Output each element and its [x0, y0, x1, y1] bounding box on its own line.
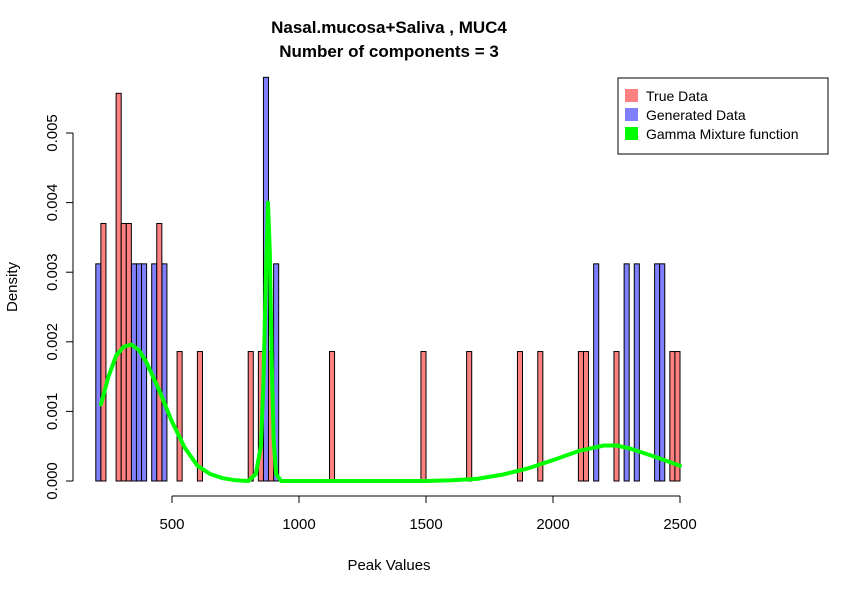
- legend-label-generated-data: Generated Data: [646, 107, 746, 123]
- true-data-bar: [537, 351, 544, 482]
- x-tick-label: 2000: [536, 516, 569, 533]
- gamma-mixture-curve: [98, 200, 682, 483]
- x-tick-label: 1000: [282, 516, 315, 533]
- true-data-bar: [577, 351, 584, 482]
- true-data-bar: [120, 222, 127, 482]
- y-tick-label: 0.000: [44, 462, 61, 500]
- chart-title-line-1: Nasal.mucosa+Saliva , MUC4: [271, 18, 507, 37]
- true-data-bar: [115, 92, 122, 482]
- x-tick-label: 1500: [409, 516, 442, 533]
- y-axis-label: Density: [4, 261, 21, 312]
- generated-data-bar: [141, 263, 148, 482]
- true-data-bars: [100, 92, 681, 482]
- legend: True Data Generated Data Gamma Mixture f…: [617, 77, 829, 155]
- true-data-bar: [466, 351, 473, 482]
- generated-data-bar: [659, 263, 666, 482]
- generated-data-bar: [623, 263, 630, 482]
- legend-swatch-true-data: [625, 89, 638, 102]
- legend-label-true-data: True Data: [646, 88, 708, 104]
- generated-data-bar: [130, 263, 137, 482]
- y-tick-label: 0.005: [44, 114, 61, 152]
- x-axis-label: Peak Values: [347, 557, 430, 574]
- x-tick-label: 500: [159, 516, 184, 533]
- generated-data-bar: [593, 263, 600, 482]
- legend-label-gamma-mixture: Gamma Mixture function: [646, 126, 799, 142]
- true-data-bar: [156, 222, 163, 482]
- chart-title-line-2: Number of components = 3: [279, 42, 499, 61]
- y-tick-label: 0.002: [44, 323, 61, 361]
- legend-box: [617, 77, 829, 155]
- generated-data-bar: [654, 263, 661, 482]
- y-tick-label: 0.003: [44, 253, 61, 291]
- x-axis: 500 1000 1500 2000 2500: [159, 495, 697, 533]
- x-tick-label: 2500: [663, 516, 696, 533]
- y-tick-label: 0.004: [44, 184, 61, 222]
- true-data-bar: [420, 351, 427, 482]
- generated-data-bar: [135, 263, 143, 482]
- true-data-bar: [582, 351, 590, 482]
- generated-data-bar: [161, 263, 168, 482]
- true-data-bar: [247, 351, 254, 482]
- true-data-bar: [176, 351, 183, 482]
- true-data-bar: [100, 222, 107, 482]
- true-data-bar: [516, 351, 524, 482]
- true-data-bar: [674, 351, 681, 482]
- true-data-bar: [613, 351, 620, 482]
- true-data-bar: [328, 351, 336, 482]
- y-axis: 0.000 0.001 0.002 0.003 0.004 0.005: [44, 114, 74, 500]
- legend-swatch-generated-data: [625, 108, 638, 121]
- y-tick-label: 0.001: [44, 393, 61, 431]
- generated-data-bar: [633, 263, 640, 482]
- true-data-bar: [196, 351, 203, 482]
- generated-data-bar: [95, 263, 102, 482]
- true-data-bar: [125, 222, 132, 482]
- legend-swatch-gamma-mixture: [625, 127, 638, 140]
